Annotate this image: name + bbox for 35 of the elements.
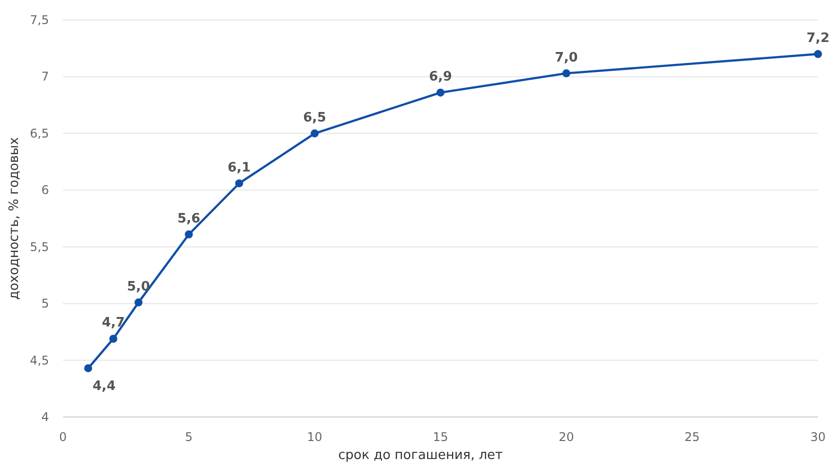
x-tick-label: 30 (810, 430, 826, 444)
point (436, 88, 444, 97)
point (134, 298, 142, 306)
y-tick-label: 5 (41, 296, 49, 311)
y-tick-label: 6 (41, 183, 49, 198)
data-label: 4,4 (92, 379, 116, 394)
x-tick-label: 25 (684, 430, 700, 444)
data-label: 5,0 (126, 279, 150, 294)
data-label: 6,5 (303, 110, 326, 126)
point (184, 230, 193, 238)
point (310, 129, 319, 138)
data-label: 6,9 (428, 70, 452, 85)
data-label: 6,1 (228, 160, 251, 176)
x-tick-label: 0 (59, 430, 67, 444)
y-tick-label: 7,5 (30, 13, 49, 27)
y-tick-label: 4,5 (30, 353, 49, 368)
point (235, 179, 244, 188)
data-label: 5,6 (177, 211, 200, 226)
point (84, 364, 92, 372)
data-label: 4,7 (102, 316, 125, 331)
y-tick-label: 7 (41, 70, 49, 84)
y-tick-label: 6,5 (30, 126, 49, 140)
data-label: 7,2 (806, 31, 830, 46)
y-tick-label: 4 (41, 410, 49, 424)
point (814, 50, 822, 58)
data-label: 7,0 (554, 50, 578, 66)
x-tick-label: 10 (307, 430, 322, 444)
point (562, 69, 570, 78)
x-axis-title: срок до погашения, лет (338, 448, 504, 463)
y-axis-title: доходность, % годовых (7, 136, 22, 300)
x-tick-label: 15 (432, 430, 448, 444)
x-tick-label: 5 (185, 430, 193, 444)
y-tick-label: 5,5 (30, 240, 49, 254)
point (109, 334, 118, 343)
x-tick-label: 20 (558, 430, 574, 444)
